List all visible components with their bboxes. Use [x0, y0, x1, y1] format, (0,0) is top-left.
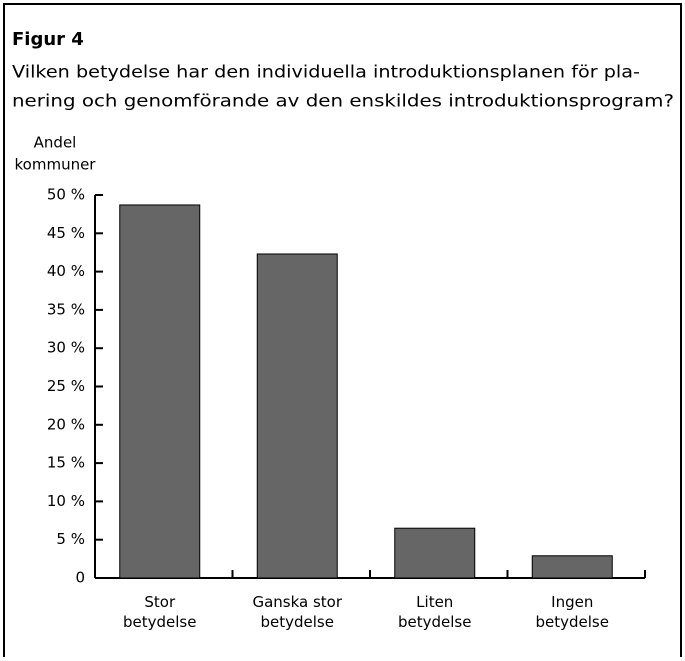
chart-title: Figur 4: [12, 29, 84, 50]
y-tick-label: 5 %: [56, 530, 85, 548]
y-tick-label: 15 %: [47, 454, 85, 472]
frame: [3, 3, 682, 661]
x-tick-label: Liten betydelse: [398, 593, 471, 631]
subtitle: nering och genomförande av den enskildes…: [12, 92, 674, 111]
x-tick-label: Ingen betydelse: [536, 593, 609, 631]
y-tick-label: 0: [75, 569, 85, 587]
y-tick-label: 50 %: [47, 186, 85, 204]
y-axis-label: kommuner: [15, 156, 97, 174]
y-tick-label: 40 %: [47, 262, 85, 280]
y-tick-label: 20 %: [47, 415, 85, 433]
y-tick-label: 10 %: [47, 492, 85, 510]
bar: [256, 253, 338, 579]
bar: [531, 555, 613, 579]
bar: [394, 527, 476, 579]
subtitle: Vilken betydelse har den individuella in…: [12, 63, 640, 82]
bar: [119, 204, 201, 579]
y-tick-label: 35 %: [47, 300, 85, 318]
x-tick-label: Ganska stor betydelse: [252, 593, 342, 631]
y-tick-label: 45 %: [47, 224, 85, 242]
y-tick-label: 30 %: [47, 339, 85, 357]
y-axis-label: Andel: [34, 134, 77, 152]
y-tick-label: 25 %: [47, 377, 85, 395]
x-tick-label: Stor betydelse: [123, 593, 196, 631]
